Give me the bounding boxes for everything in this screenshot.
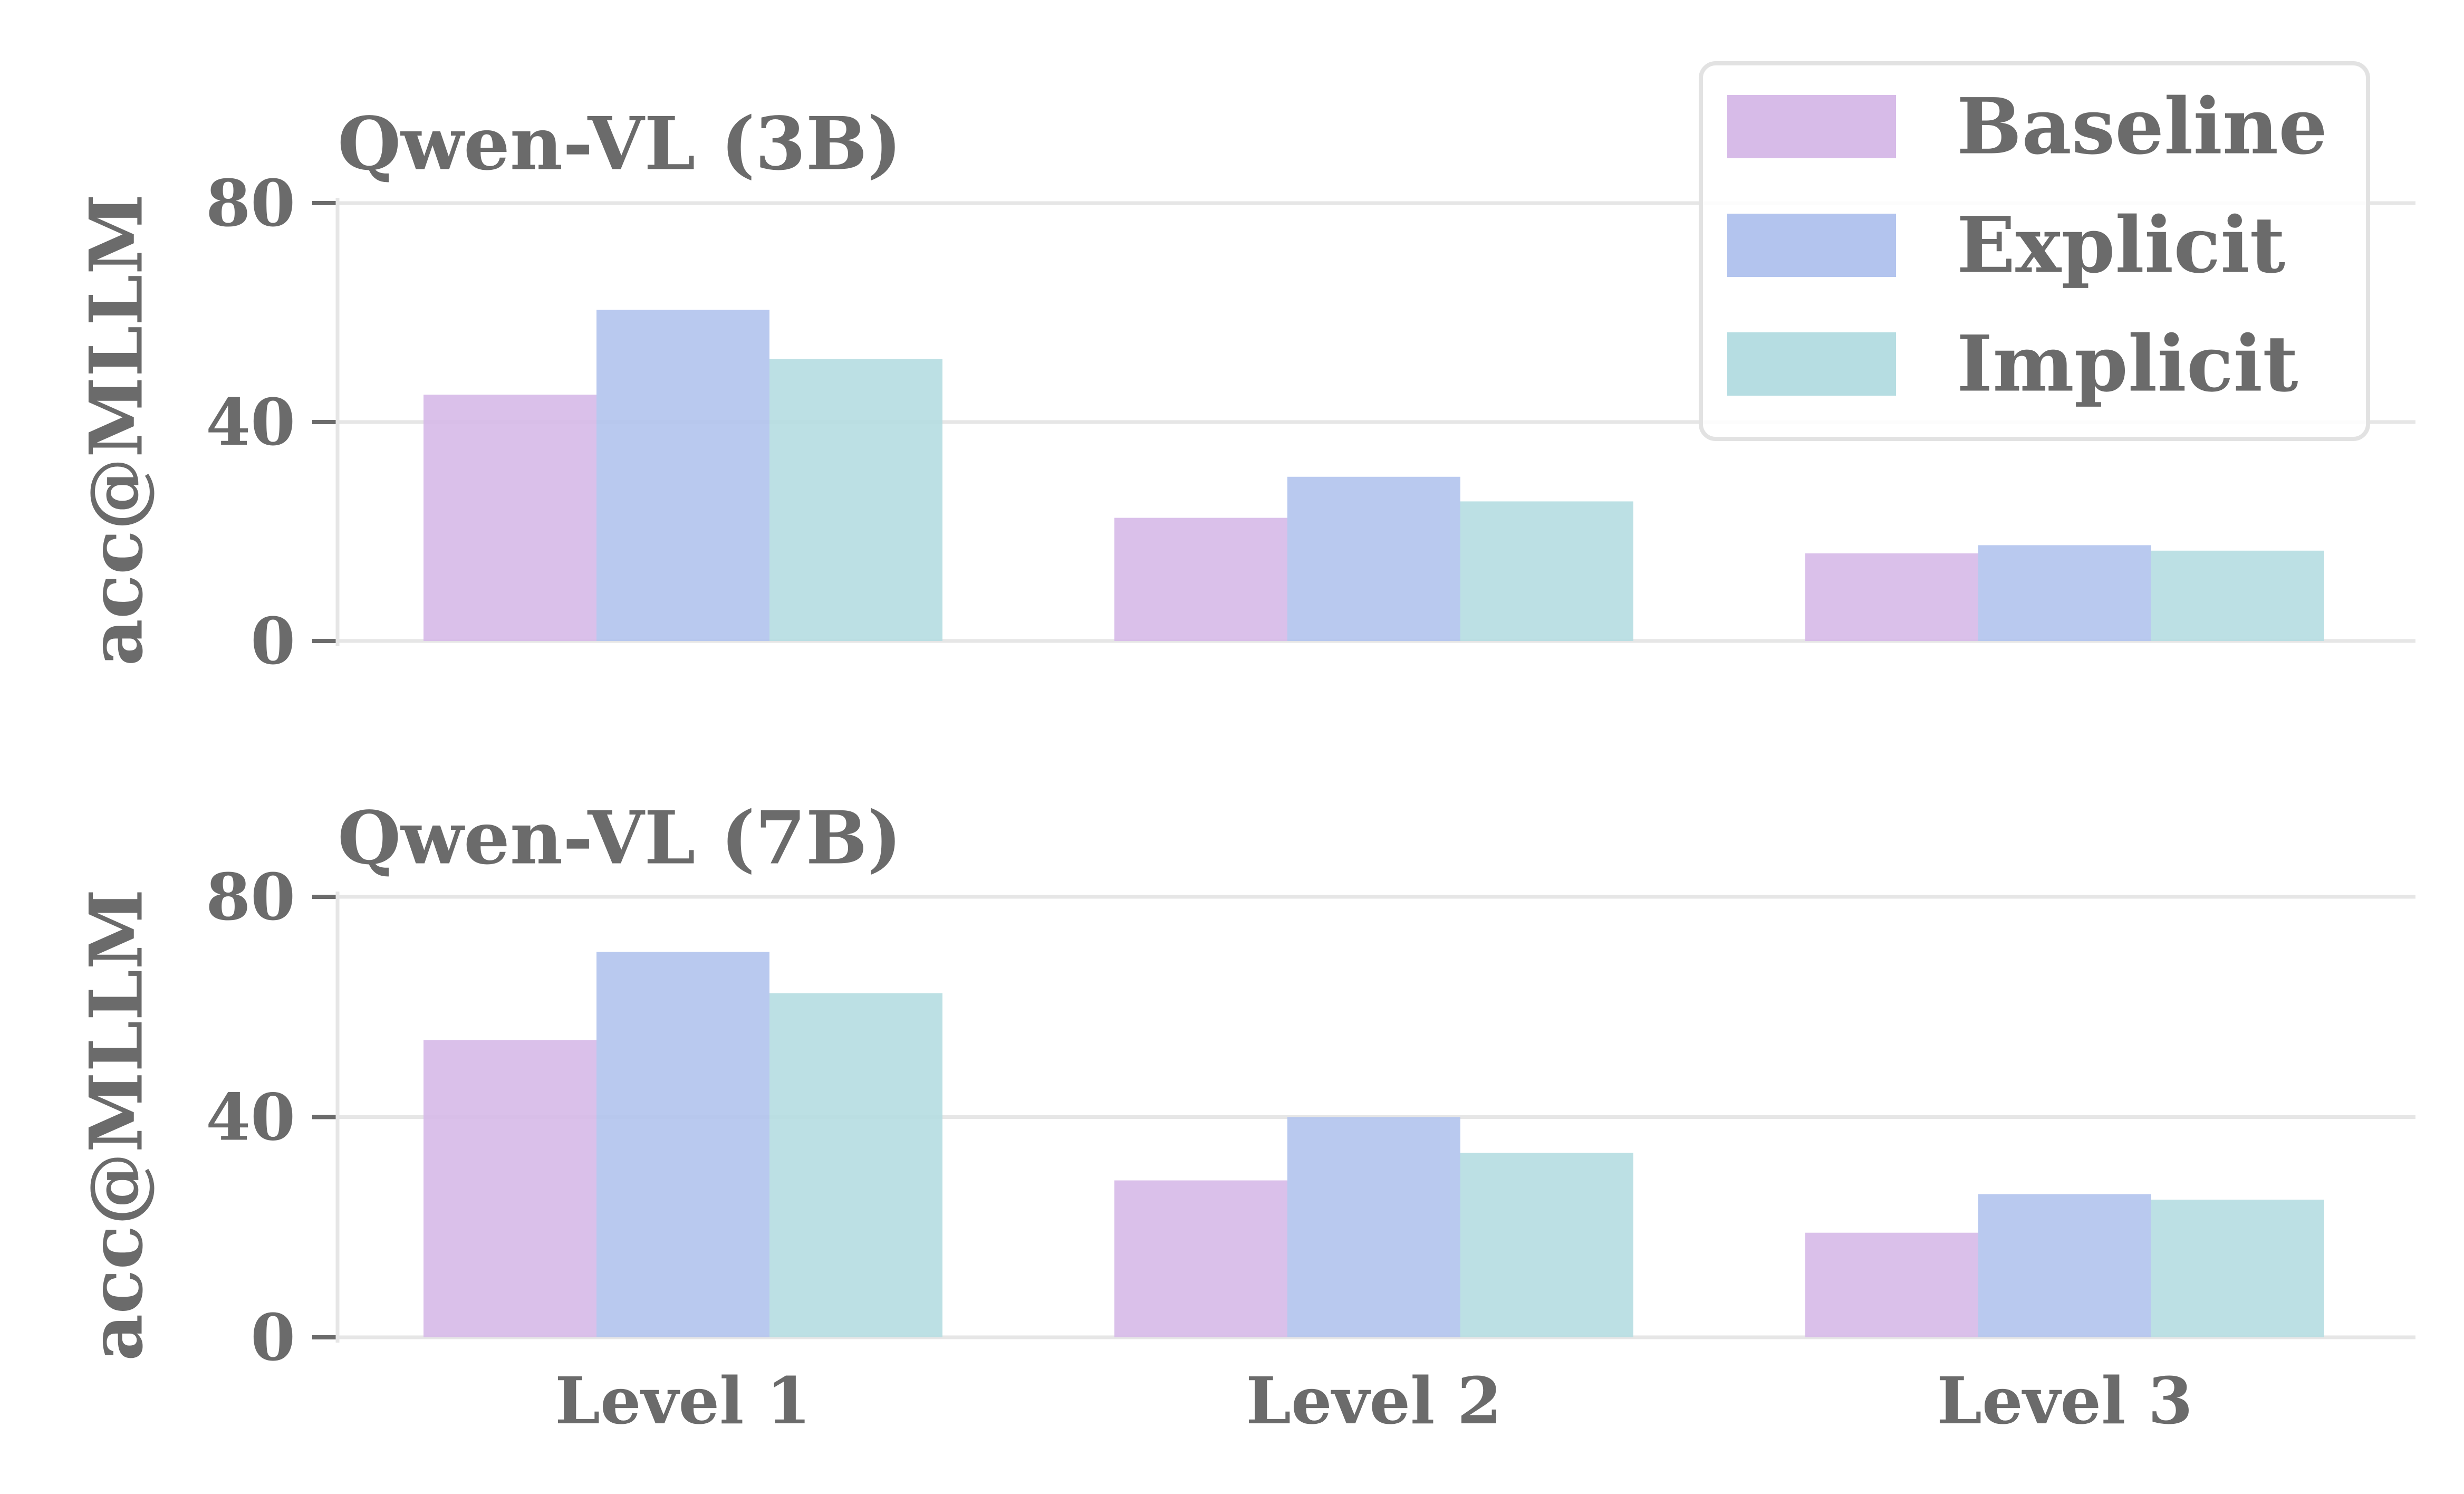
- legend-swatch-explicit: [1727, 214, 1896, 277]
- bar-baseline-level-1: [424, 1040, 596, 1337]
- x-axis-tick-labels: Level 1 Level 2 Level 3: [555, 1363, 2193, 1439]
- legend-swatch-baseline: [1727, 95, 1896, 158]
- bar-baseline-level-3: [1805, 1232, 1978, 1337]
- bar-implicit-level-1: [769, 993, 942, 1337]
- bar-implicit-level-2: [1460, 1153, 1633, 1337]
- legend-swatch-implicit: [1727, 332, 1896, 396]
- bar-explicit-level-2: [1287, 476, 1460, 641]
- legend-label-baseline: Baseline: [1957, 82, 2327, 172]
- x-tick-label: Level 2: [1246, 1363, 1502, 1439]
- panel-qwen-vl-3b: 0 40 80 Qwen-VL (3B) acc@MLLM: [73, 101, 2415, 679]
- bar-explicit-level-1: [596, 952, 769, 1337]
- bar-explicit-level-2: [1287, 1117, 1460, 1337]
- bar-implicit-level-3: [2151, 1200, 2324, 1337]
- bar-baseline-level-2: [1114, 1180, 1287, 1337]
- legend-label-explicit: Explicit: [1957, 200, 2285, 291]
- y-axis-label: acc@MLLM: [73, 194, 159, 666]
- bar-baseline-level-1: [424, 395, 596, 641]
- bar-explicit-level-3: [1978, 545, 2151, 641]
- legend-label-implicit: Implicit: [1957, 319, 2298, 409]
- bar-explicit-level-1: [596, 310, 769, 641]
- y-tick-label: 40: [206, 384, 295, 460]
- y-tick-label: 0: [251, 1299, 295, 1375]
- panel-title: Qwen-VL (3B): [338, 101, 902, 187]
- y-tick-label: 80: [206, 165, 295, 241]
- x-tick-label: Level 3: [1937, 1363, 2193, 1439]
- legend: Baseline Explicit Implicit: [1699, 61, 2370, 441]
- bar-implicit-level-1: [769, 359, 942, 641]
- y-tick-label: 80: [206, 859, 295, 935]
- y-tick-label: 0: [251, 603, 295, 679]
- bar-explicit-level-3: [1978, 1194, 2151, 1337]
- bar-baseline-level-3: [1805, 553, 1978, 641]
- bar-baseline-level-2: [1114, 518, 1287, 641]
- panel-qwen-vl-7b: 0 40 80 Qwen-VL (7B) acc@MLLM: [73, 795, 2415, 1375]
- bar-implicit-level-3: [2151, 550, 2324, 641]
- y-tick-label: 40: [206, 1079, 295, 1155]
- bar-implicit-level-2: [1460, 501, 1633, 641]
- panel-title: Qwen-VL (7B): [338, 795, 902, 881]
- x-tick-label: Level 1: [555, 1363, 811, 1439]
- y-axis-label: acc@MLLM: [73, 889, 159, 1361]
